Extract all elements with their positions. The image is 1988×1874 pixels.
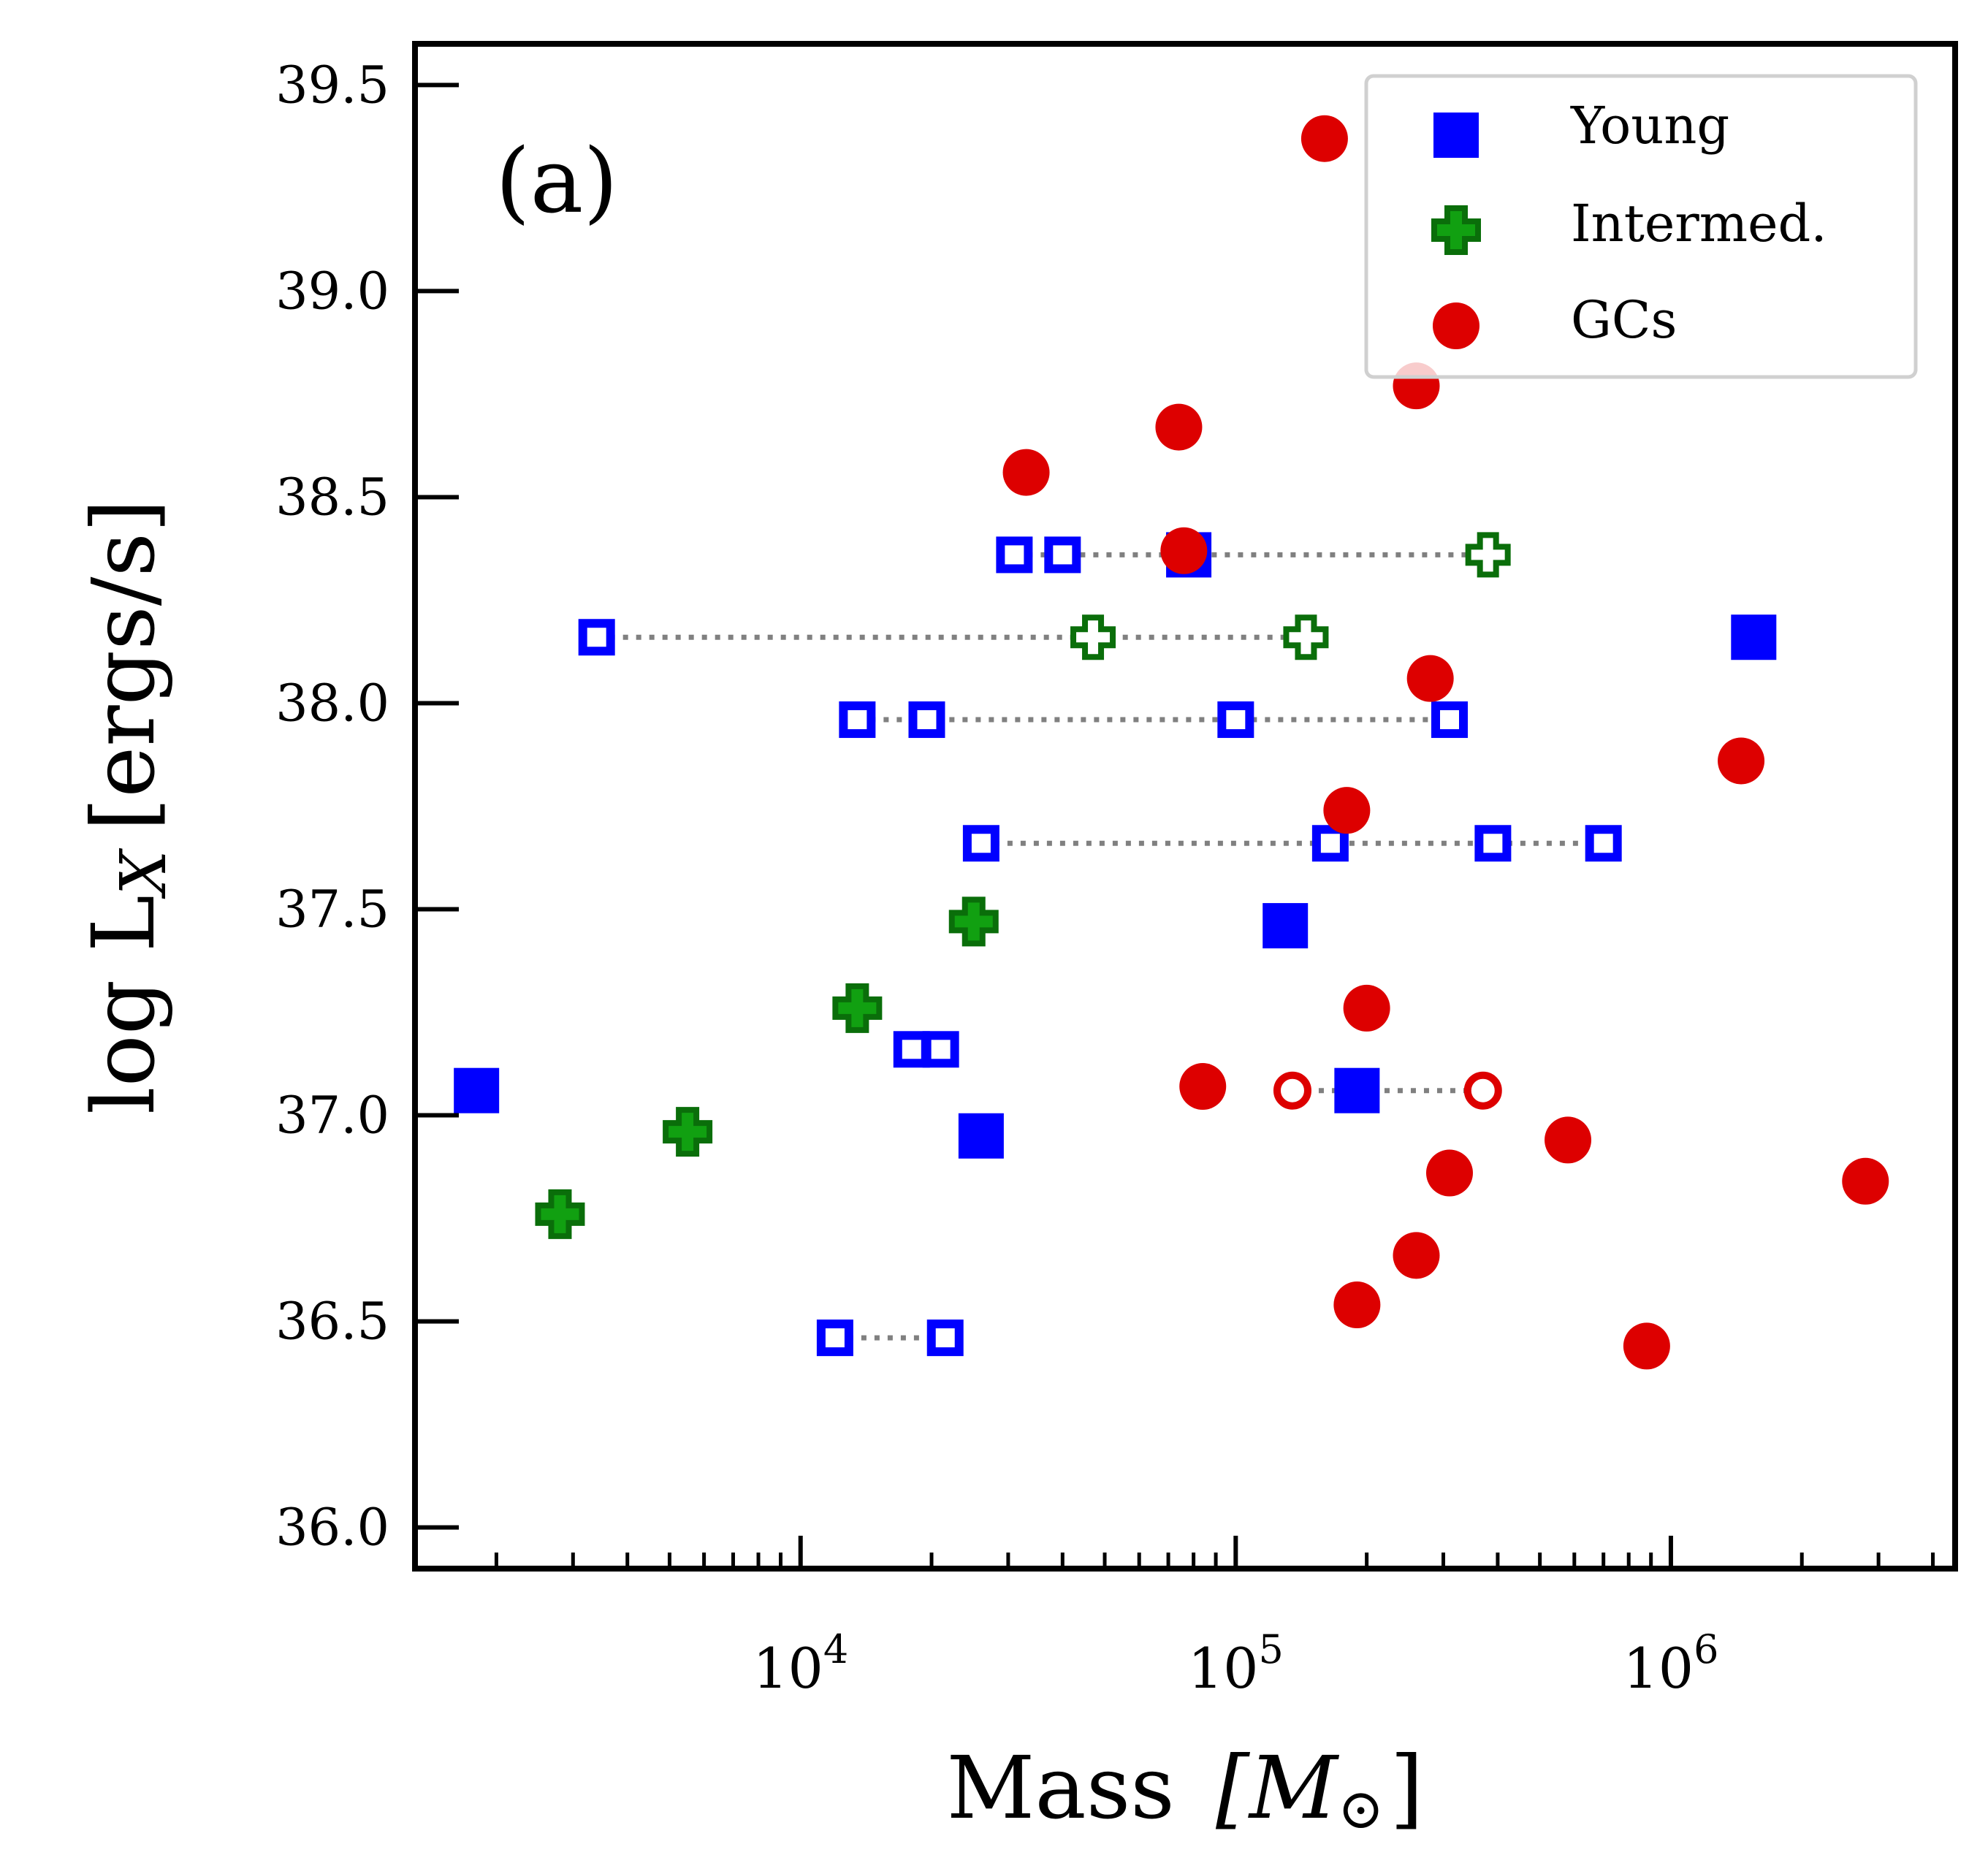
gc-filled-circle <box>1545 1116 1592 1164</box>
panel-label: (a) <box>495 129 618 233</box>
y-tick-label: 36.0 <box>275 1498 389 1558</box>
young-open-square <box>1311 825 1349 862</box>
young-open-square <box>839 701 876 739</box>
y-tick-label: 37.5 <box>275 880 389 940</box>
x-tick-label-base: 10 <box>1623 1636 1694 1701</box>
y-tick-label: 38.0 <box>275 673 389 733</box>
y-tick-label: 38.5 <box>275 467 389 527</box>
gc-filled-circle <box>1343 984 1390 1032</box>
young-open-square <box>1585 825 1622 862</box>
young-open-square <box>578 619 615 656</box>
x-tick-label-exponent: 6 <box>1694 1626 1718 1672</box>
x-axis-label-close: ] <box>1390 1737 1423 1838</box>
gc-filled-circle <box>1002 449 1050 496</box>
young-open-square <box>1217 701 1254 739</box>
young-open-square <box>1474 825 1512 862</box>
data-points <box>454 115 1889 1370</box>
young-open-square <box>996 536 1033 574</box>
x-axis-label-sun: ⊙ <box>1338 1776 1385 1841</box>
young-open-square <box>893 1031 930 1068</box>
x-axis-label-unit: [M <box>1216 1737 1340 1838</box>
legend-marker-intermed <box>1431 205 1481 255</box>
x-tick-label-exponent: 5 <box>1259 1626 1284 1672</box>
x-tick-label-base: 10 <box>753 1636 823 1701</box>
young-open-square <box>816 1319 853 1357</box>
gc-filled-circle <box>1323 787 1371 834</box>
legend-markers <box>1431 113 1481 349</box>
intermed-open-plus <box>1070 614 1116 660</box>
x-tick-label-base: 10 <box>1188 1636 1259 1701</box>
young-open-square <box>1431 701 1468 739</box>
young-filled-square <box>1731 614 1777 660</box>
y-axis-label-subscript: X <box>107 848 180 899</box>
young-filled-square <box>958 1113 1004 1159</box>
young-open-square <box>962 825 999 862</box>
x-axis-label: Mass [M⊙] <box>947 1737 1424 1841</box>
y-axis-label: log LX [ergs/s] <box>73 499 180 1114</box>
plot-frame <box>412 41 1958 1572</box>
y-axis-label-main: log L <box>73 895 174 1114</box>
young-filled-square <box>454 1067 500 1113</box>
intermed-filled-plus <box>663 1107 713 1157</box>
y-tick-label: 36.5 <box>275 1292 389 1352</box>
gc-filled-circle <box>1179 1063 1227 1111</box>
x-tick-label-exponent: 4 <box>823 1626 848 1672</box>
legend-label-gcs: GCs <box>1571 290 1677 350</box>
y-tick-label: 39.5 <box>275 55 389 115</box>
intermed-filled-plus <box>535 1189 585 1239</box>
intermed-filled-plus <box>832 983 883 1033</box>
young-filled-square <box>1334 1067 1380 1113</box>
young-open-square <box>926 1319 964 1357</box>
gc-filled-circle <box>1406 655 1454 702</box>
young-open-square <box>922 1031 959 1068</box>
y-axis-label-unit: [ergs/s] <box>73 499 174 831</box>
intermed-filled-plus <box>948 896 999 947</box>
gc-filled-circle <box>1842 1157 1889 1205</box>
gc-open-circle <box>1273 1071 1311 1110</box>
gc-filled-circle <box>1425 1149 1473 1197</box>
x-tick-label: 106 <box>1623 1626 1718 1701</box>
young-open-square <box>908 701 945 739</box>
intermed-open-plus <box>1283 614 1329 660</box>
legend-marker-young <box>1433 113 1479 158</box>
young-open-square <box>1044 536 1081 574</box>
intermed-open-plus <box>1465 532 1511 578</box>
gc-open-circle <box>1463 1071 1502 1110</box>
legend-label-intermed: Intermed. <box>1571 194 1827 254</box>
y-tick-label: 37.0 <box>275 1086 389 1146</box>
y-tick-label: 39.0 <box>275 261 389 321</box>
gc-filled-circle <box>1393 1232 1440 1279</box>
gc-filled-circle <box>1623 1322 1670 1370</box>
gc-filled-circle <box>1155 403 1203 451</box>
gc-filled-circle <box>1160 527 1208 574</box>
x-axis-label-main: Mass <box>947 1737 1175 1838</box>
x-tick-label: 105 <box>1188 1626 1284 1701</box>
legend-label-young: Young <box>1570 96 1729 156</box>
legend: Young Intermed. GCs <box>1364 74 1918 379</box>
x-tick-label: 104 <box>753 1626 848 1701</box>
gc-filled-circle <box>1333 1281 1381 1329</box>
legend-frame <box>1364 74 1918 379</box>
young-filled-square <box>1263 903 1309 949</box>
gc-filled-circle <box>1300 115 1348 162</box>
legend-marker-gcs <box>1433 302 1479 349</box>
gc-filled-circle <box>1718 737 1765 785</box>
